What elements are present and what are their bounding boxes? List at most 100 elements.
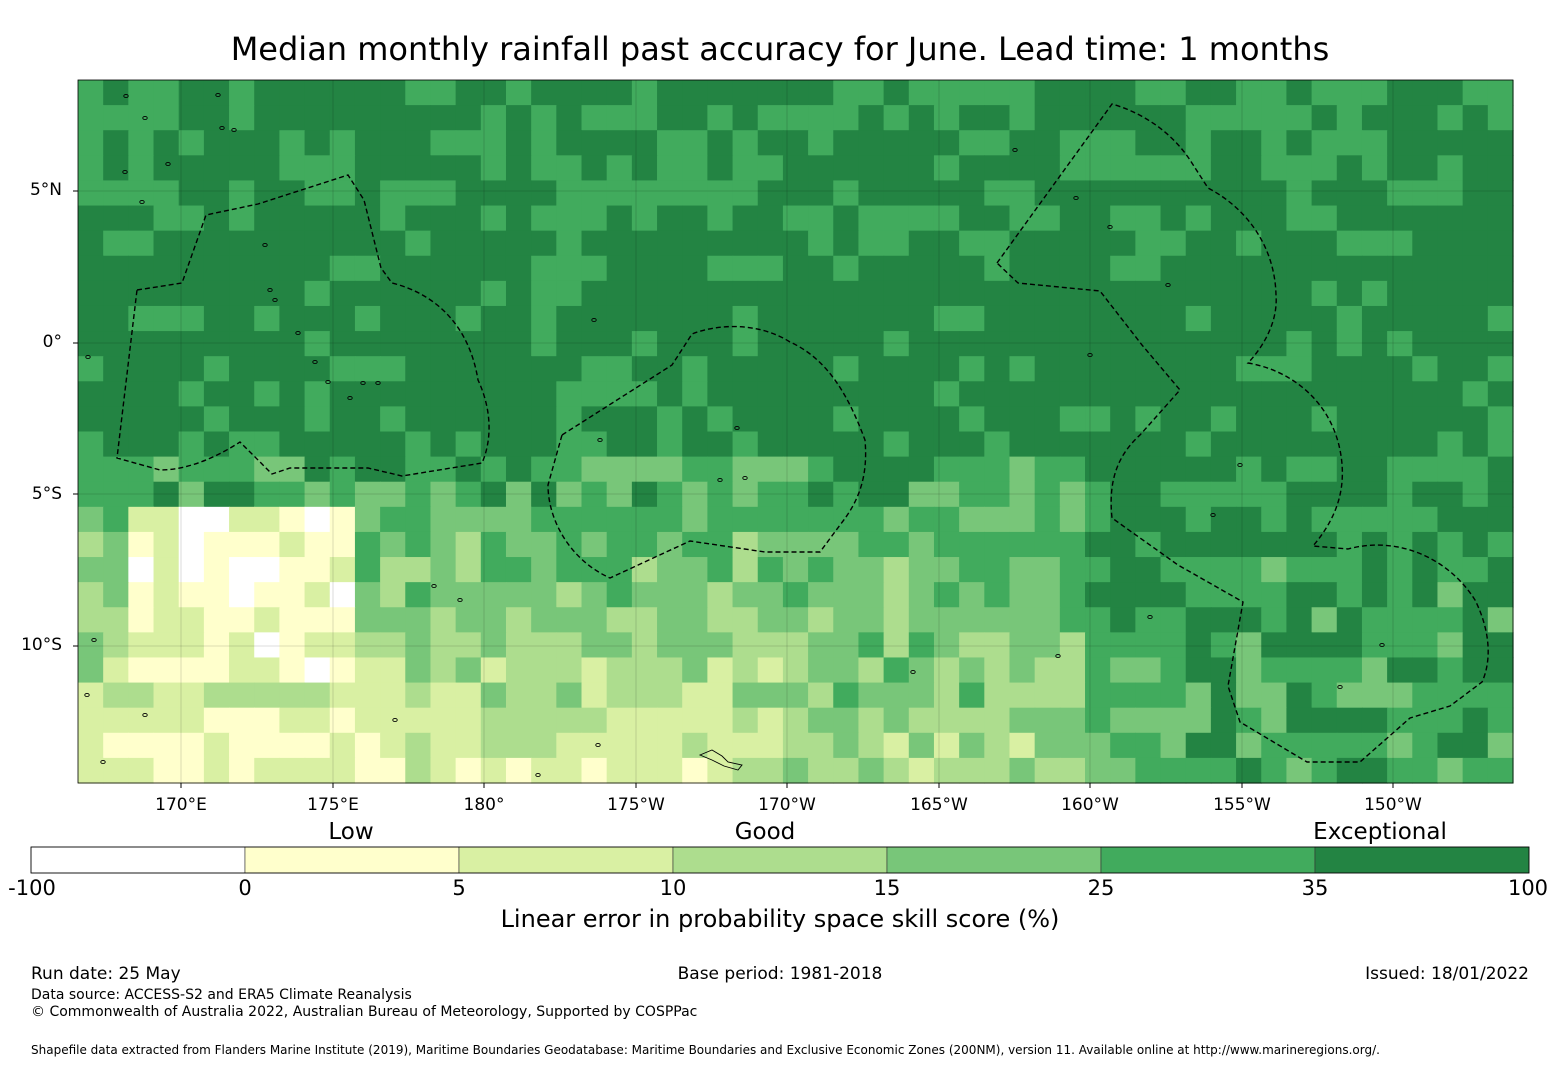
map-frame (77, 79, 1514, 784)
grid-cell (405, 105, 432, 131)
grid-cell (581, 230, 608, 257)
grid-cell (1236, 280, 1262, 307)
grid-cell (178, 557, 205, 583)
grid-cell (732, 155, 759, 182)
grid-cell (455, 280, 482, 307)
grid-cell (1412, 180, 1439, 207)
grid-cell (657, 707, 683, 734)
grid-cell (959, 632, 985, 659)
grid-cell (833, 682, 860, 709)
grid-cell (153, 682, 180, 709)
grid-cell (279, 632, 306, 659)
grid-cell (405, 456, 432, 483)
grid-cell (505, 155, 532, 182)
grid-cell (682, 657, 708, 684)
grid-cell (984, 506, 1011, 533)
grid-cell (128, 155, 155, 182)
grid-cell (304, 607, 331, 633)
grid-cell (808, 180, 834, 207)
grid-cell (1236, 732, 1262, 759)
grid-cell (1085, 557, 1111, 583)
grid-cell (128, 607, 155, 633)
grid-cell (858, 305, 885, 332)
grid-cell (1009, 431, 1036, 458)
grid-cell (405, 557, 432, 583)
grid-cell (128, 707, 155, 734)
island-outline (1210, 512, 1216, 518)
grid-cell (229, 130, 255, 156)
grid-cell (782, 582, 809, 608)
grid-cell (455, 582, 482, 608)
grid-cell (1361, 732, 1388, 759)
grid-cell (354, 305, 381, 332)
grid-cell (430, 331, 457, 357)
grid-cell (354, 230, 381, 257)
grid-cell (1261, 105, 1288, 131)
grid-cell (354, 105, 381, 131)
grid-cell (1336, 406, 1363, 433)
grid-cell (455, 130, 482, 156)
lat-label-5s: 5°S (31, 484, 62, 504)
grid-cell (858, 155, 885, 182)
colorbar-tick: 10 (659, 876, 687, 900)
grid-cell (1059, 105, 1086, 131)
grid-cell (1210, 707, 1237, 734)
grid-cell (229, 657, 255, 684)
grid-cell (808, 80, 834, 106)
grid-cell (631, 506, 658, 533)
grid-cell (531, 180, 557, 207)
grid-cell (128, 657, 155, 684)
grid-cell (581, 205, 608, 232)
grid-cell (1210, 732, 1237, 759)
grid-cell (732, 280, 759, 307)
island-outlines (84, 92, 1385, 778)
grid-cell (1336, 456, 1363, 483)
grid-cell (1160, 105, 1187, 131)
grid-cell (1412, 230, 1439, 257)
grid-cell (682, 732, 708, 759)
grid-cell (178, 732, 205, 759)
grid-cell (1487, 230, 1514, 257)
grid-cell (505, 757, 532, 784)
grid-cell (1059, 481, 1086, 508)
grid-cell (959, 406, 985, 433)
grid-cell (1085, 356, 1111, 382)
lon-label-155w: 155°W (1213, 795, 1271, 815)
grid-cell (1412, 757, 1439, 784)
grid-cell (1160, 406, 1187, 433)
grid-cell (78, 481, 104, 508)
grid-cell (1034, 180, 1061, 207)
grid-cell (1261, 632, 1288, 659)
grid-cell (1009, 707, 1036, 734)
grid-cell (631, 205, 658, 232)
grid-cell (1160, 305, 1187, 332)
grid-cell (229, 406, 255, 433)
grid-cell (531, 632, 557, 659)
grid-cell (556, 280, 583, 307)
grid-cell (984, 707, 1011, 734)
grid-cell (505, 356, 532, 382)
grid-cell (556, 80, 583, 106)
grid-cell (128, 506, 155, 533)
grid-cell (933, 406, 960, 433)
grid-cell (833, 757, 860, 784)
grid-cell (984, 205, 1011, 232)
grid-cell (1462, 481, 1489, 508)
grid-cell (984, 130, 1011, 156)
grid-cell (1487, 431, 1514, 458)
grid-cell (606, 632, 633, 659)
grid-cell (757, 707, 784, 734)
grid-cell (531, 305, 557, 332)
grid-cell (908, 682, 935, 709)
grid-cell (78, 356, 104, 382)
grid-cell (757, 80, 784, 106)
grid-cell (959, 757, 985, 784)
grid-cell (1361, 557, 1388, 583)
grid-cell (556, 682, 583, 709)
grid-cell (480, 105, 507, 131)
grid-cell (1009, 406, 1036, 433)
grid-cell (808, 632, 834, 659)
grid-cell (631, 331, 658, 357)
run-date: Run date: 25 May (31, 964, 181, 984)
grid-cell (556, 255, 583, 282)
